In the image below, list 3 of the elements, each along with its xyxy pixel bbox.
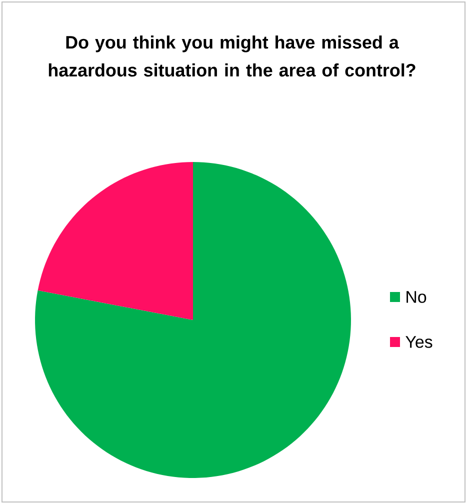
chart-title: Do you think you might have missed a hazardous situation in the area of control? xyxy=(48,36,416,77)
legend-label: No xyxy=(406,291,426,303)
legend-label: Yes xyxy=(406,336,432,348)
